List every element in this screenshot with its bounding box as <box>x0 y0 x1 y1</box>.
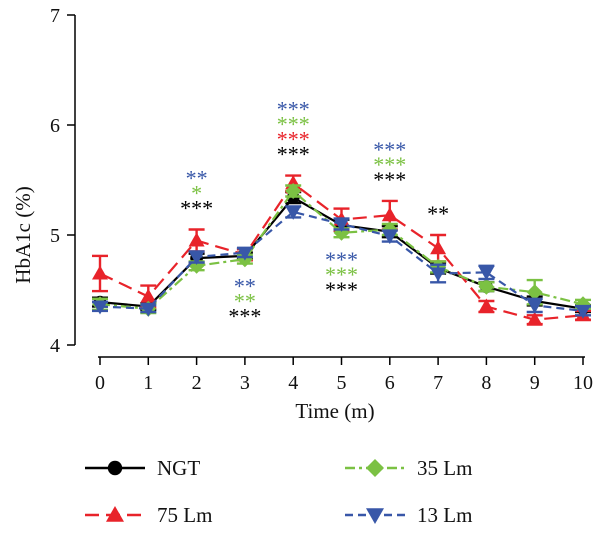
legend-item: 35 Lm <box>345 456 472 480</box>
significance-marker: *** <box>325 277 358 302</box>
data-point <box>285 205 302 220</box>
significance-marker: *** <box>277 97 310 122</box>
data-point <box>188 251 205 265</box>
significance-marker: ** <box>234 289 256 314</box>
x-tick-label: 6 <box>385 372 395 394</box>
data-point <box>526 284 543 301</box>
x-tick-label: 5 <box>337 372 347 394</box>
x-tick-label: 9 <box>530 372 540 394</box>
x-tick-label: 0 <box>95 372 105 394</box>
y-tick-label: 7 <box>50 5 60 27</box>
significance-marker: *** <box>277 127 310 152</box>
data-point <box>478 298 495 313</box>
x-tick-label: 3 <box>240 372 250 394</box>
y-axis-label: HbA1c (%) <box>11 186 35 283</box>
data-point <box>575 304 591 319</box>
significance-marker: *** <box>325 262 358 287</box>
legend-marker <box>366 459 384 477</box>
significance-marker: *** <box>373 152 406 177</box>
data-point <box>140 288 157 303</box>
data-point <box>526 311 543 326</box>
data-point <box>333 218 350 232</box>
x-tick-label: 1 <box>143 372 153 394</box>
x-tick-label: 7 <box>433 372 443 394</box>
x-tick-label: 4 <box>288 372 298 394</box>
legend-marker <box>366 508 384 524</box>
legend-label: 35 Lm <box>417 456 472 480</box>
data-point <box>92 300 108 315</box>
significance-marker: *** <box>277 112 310 137</box>
data-point <box>478 266 495 281</box>
y-tick-label: 6 <box>50 115 60 137</box>
data-point <box>430 240 447 255</box>
legend-item: NGT <box>85 456 200 480</box>
significance-marker: ** <box>234 274 256 299</box>
data-point <box>285 183 302 199</box>
x-tick-label: 10 <box>573 372 593 394</box>
data-point <box>526 299 543 314</box>
data-point <box>92 265 108 280</box>
series-13-lm <box>92 205 591 319</box>
data-point <box>430 267 447 282</box>
data-point <box>478 278 495 295</box>
data-point <box>188 232 205 247</box>
legend-label: NGT <box>157 456 200 480</box>
legend-item: 13 Lm <box>345 503 472 527</box>
y-tick-label: 4 <box>50 335 60 357</box>
legend-label: 13 Lm <box>417 503 472 527</box>
x-axis-label: Time (m) <box>295 399 374 423</box>
legend-marker <box>106 506 124 522</box>
significance-marker: ** <box>427 201 449 226</box>
axes: 4 5 6 7 0 1 2 3 4 5 6 7 8 9 10 <box>50 5 593 394</box>
legend-marker <box>107 460 123 476</box>
significance-marker: *** <box>180 196 213 221</box>
significance-marker: * <box>191 181 202 206</box>
legend: NGT 75 Lm 35 Lm 13 Lm <box>85 456 472 527</box>
significance-marker: ** <box>186 166 208 191</box>
data-point <box>140 302 157 317</box>
y-tick-label: 5 <box>50 225 60 247</box>
significance-marker: *** <box>228 304 261 329</box>
data-point <box>381 230 398 245</box>
legend-item: 75 Lm <box>85 503 212 527</box>
significance-marker: *** <box>373 167 406 192</box>
legend-label: 75 Lm <box>157 503 212 527</box>
significance-annotations: ****************************************… <box>180 97 449 329</box>
x-tick-label: 2 <box>192 372 202 394</box>
series-group <box>92 174 591 326</box>
data-point <box>381 207 398 222</box>
significance-marker: *** <box>325 247 358 272</box>
x-tick-label: 8 <box>481 372 491 394</box>
significance-marker: *** <box>373 137 406 162</box>
significance-marker: *** <box>277 142 310 167</box>
data-point <box>236 246 253 261</box>
